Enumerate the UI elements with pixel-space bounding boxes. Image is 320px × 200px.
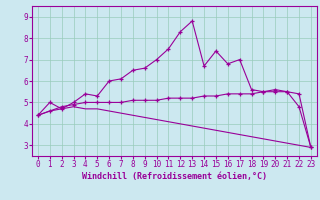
X-axis label: Windchill (Refroidissement éolien,°C): Windchill (Refroidissement éolien,°C) (82, 172, 267, 181)
